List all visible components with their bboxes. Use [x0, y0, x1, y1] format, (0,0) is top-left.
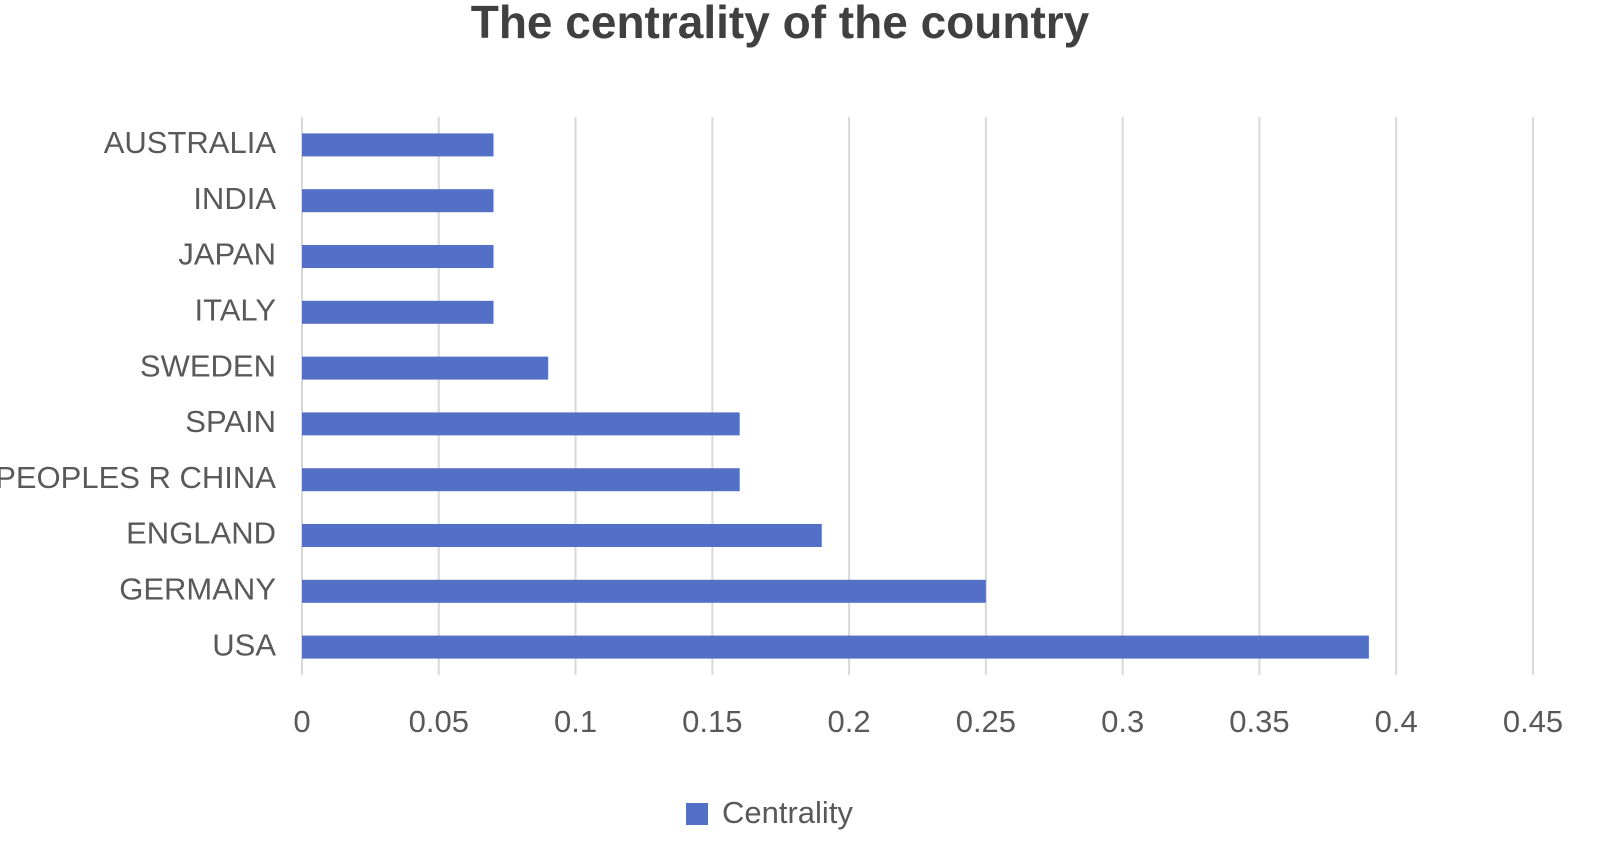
y-tick-label: INDIA [193, 181, 276, 216]
x-tick-label: 0.3 [1101, 704, 1144, 739]
y-tick-label: SPAIN [185, 404, 276, 439]
x-tick-label: 0.25 [956, 704, 1016, 739]
x-tick-label: 0.2 [828, 704, 871, 739]
bar [302, 468, 740, 492]
y-tick-label: JAPAN [178, 237, 276, 272]
y-tick-label: USA [212, 627, 276, 662]
bar [302, 133, 494, 157]
x-tick-label: 0.1 [554, 704, 597, 739]
bar [302, 635, 1369, 659]
bar [302, 356, 549, 380]
bar [302, 245, 494, 268]
bar [302, 412, 740, 436]
y-tick-label: ENGLAND [126, 516, 276, 551]
x-tick-label: 0.45 [1503, 704, 1563, 739]
x-tick-label: 0.15 [682, 704, 742, 739]
y-tick-label: SWEDEN [140, 348, 276, 383]
bar [302, 300, 494, 324]
legend-swatch [686, 803, 708, 825]
x-tick-label: 0.4 [1375, 704, 1418, 739]
y-tick-label: AUSTRALIA [104, 125, 277, 160]
y-tick-label: ITALY [194, 292, 276, 327]
legend-label: Centrality [722, 795, 853, 830]
chart-title: The centrality of the country [471, 0, 1090, 48]
bar [302, 524, 822, 547]
y-tick-label: GERMANY [119, 571, 276, 606]
x-tick-label: 0.05 [409, 704, 469, 739]
bar [302, 189, 494, 213]
x-tick-label: 0 [293, 704, 310, 739]
y-tick-label: PEOPLES R CHINA [0, 460, 276, 495]
bar [302, 579, 986, 603]
x-tick-label: 0.35 [1229, 704, 1289, 739]
